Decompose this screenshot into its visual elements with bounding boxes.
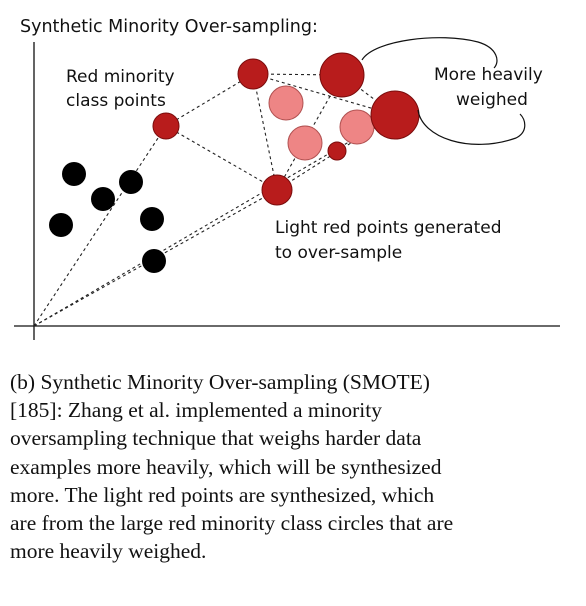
caption-line: examples more heavily, which will be syn… xyxy=(10,454,442,479)
synthetic-point xyxy=(268,85,304,121)
caption-line: more. The light red points are synthesiz… xyxy=(10,482,435,507)
minority-point xyxy=(327,141,347,161)
caption-line: are from the large red minority class ci… xyxy=(10,511,454,536)
minority-point-heavily-weighed xyxy=(319,52,365,98)
ray-to-minority-a xyxy=(33,125,167,327)
minority-class-points xyxy=(152,52,420,206)
label-light-red-line2: to over-sample xyxy=(275,243,402,263)
majority-class-points xyxy=(49,162,166,273)
connection-b-d xyxy=(252,73,396,116)
synthetic-point xyxy=(287,125,323,161)
majority-point xyxy=(91,187,115,211)
label-heavily-weighed-line2: weighed xyxy=(456,90,528,110)
label-heavily-weighed-line1: More heavily xyxy=(434,65,543,85)
majority-point xyxy=(49,213,73,237)
figure-caption: (b) Synthetic Minority Over-sampling (SM… xyxy=(10,368,578,565)
connection-a-b xyxy=(165,73,254,127)
minority-point xyxy=(237,58,269,90)
connection-b-e xyxy=(252,73,278,191)
bracket-lower xyxy=(417,109,526,145)
majority-point xyxy=(62,162,86,186)
minority-point xyxy=(261,174,293,206)
diagram-title: Synthetic Minority Over-sampling: xyxy=(20,17,318,37)
majority-point xyxy=(142,249,166,273)
minority-point-heavily-weighed xyxy=(370,90,420,140)
synthetic-point xyxy=(339,109,375,145)
majority-point xyxy=(119,170,143,194)
synthetic-points xyxy=(268,85,375,161)
label-red-minority-line2: class points xyxy=(66,91,166,111)
caption-line: oversampling technique that weighs harde… xyxy=(10,426,422,451)
caption-line: [185]: Zhang et al. implemented a minori… xyxy=(10,398,382,423)
label-light-red-line1: Light red points generated xyxy=(275,218,502,238)
connection-a-e xyxy=(165,125,278,191)
bracket-upper xyxy=(361,37,498,69)
label-red-minority-line1: Red minority xyxy=(66,67,175,87)
heavily-weighed-bracket xyxy=(361,37,526,145)
caption-line: (b) Synthetic Minority Over-sampling (SM… xyxy=(10,370,430,394)
caption-line: more heavily weighed. xyxy=(10,539,207,564)
majority-point xyxy=(140,207,164,231)
minority-point xyxy=(152,112,180,140)
